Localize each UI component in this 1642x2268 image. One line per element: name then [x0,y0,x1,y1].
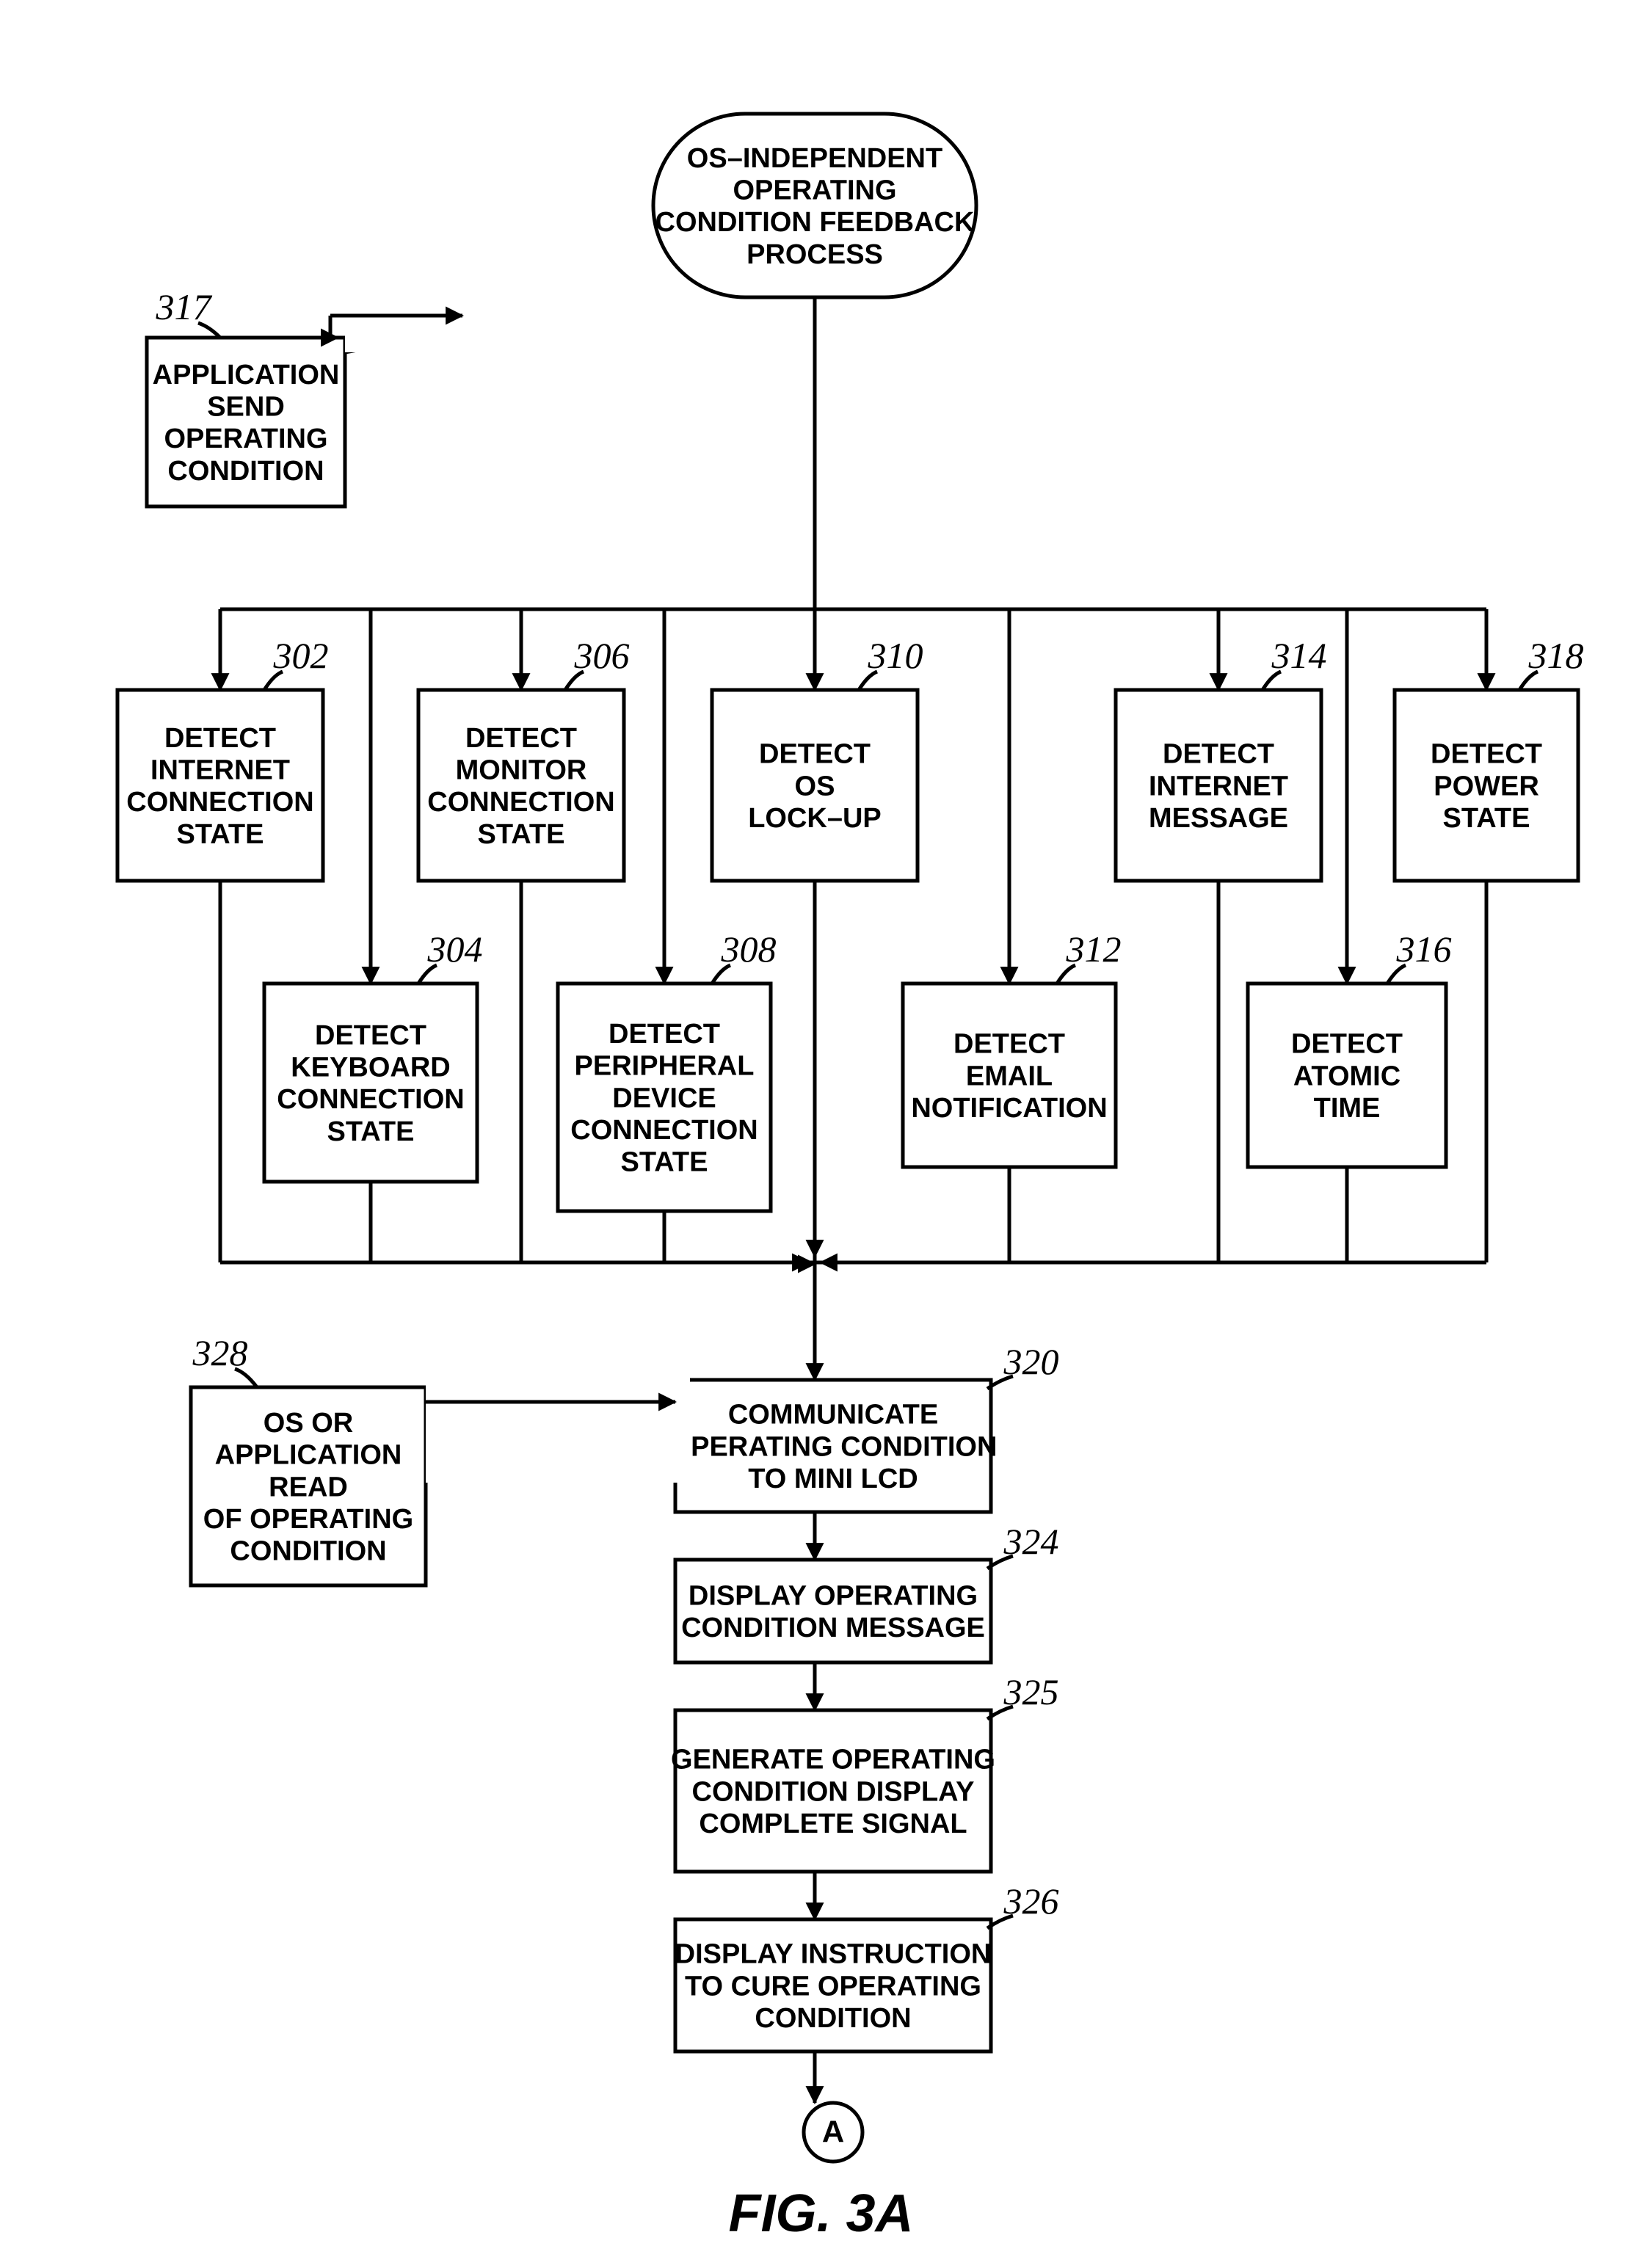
svg-text:DETECT: DETECT [1163,739,1274,770]
svg-text:OPERATING CONDITION: OPERATING CONDITION [669,1431,998,1462]
svg-text:CONDITION: CONDITION [755,2003,911,2034]
svg-text:STATE: STATE [177,819,264,850]
svg-text:306: 306 [574,635,630,676]
svg-text:310: 310 [868,635,923,676]
svg-text:CONDITION: CONDITION [230,1536,386,1567]
svg-text:TO MINI LCD: TO MINI LCD [748,1464,918,1494]
svg-text:KEYBOARD: KEYBOARD [291,1052,450,1083]
svg-text:TIME: TIME [1314,1093,1381,1124]
svg-text:DETECT: DETECT [609,1019,720,1050]
svg-text:OPERATING: OPERATING [733,175,896,206]
svg-text:DETECT: DETECT [315,1020,426,1051]
svg-text:302: 302 [273,635,329,676]
svg-text:STATE: STATE [1443,803,1530,834]
svg-text:CONNECTION: CONNECTION [126,787,313,818]
svg-text:APPLICATION: APPLICATION [153,360,340,390]
svg-text:ATOMIC: ATOMIC [1293,1061,1401,1091]
svg-text:314: 314 [1271,635,1327,676]
svg-text:A: A [822,2114,844,2148]
svg-text:SEND: SEND [207,391,285,422]
svg-text:POWER: POWER [1434,771,1539,802]
svg-text:316: 316 [1396,928,1452,970]
svg-text:PROCESS: PROCESS [746,239,883,270]
svg-text:NOTIFICATION: NOTIFICATION [911,1093,1107,1124]
svg-text:MESSAGE: MESSAGE [1149,803,1288,834]
svg-text:STATE: STATE [478,819,565,850]
svg-text:CONDITION: CONDITION [167,456,324,487]
svg-text:EMAIL: EMAIL [966,1061,1053,1091]
svg-text:DETECT: DETECT [1291,1029,1403,1060]
svg-text:DETECT: DETECT [953,1029,1065,1060]
svg-text:DISPLAY OPERATING: DISPLAY OPERATING [689,1580,978,1611]
svg-text:DETECT: DETECT [465,723,577,754]
svg-text:308: 308 [721,928,777,970]
svg-text:DEVICE: DEVICE [612,1083,716,1113]
svg-text:CONNECTION: CONNECTION [427,787,614,818]
svg-text:CONDITION DISPLAY: CONDITION DISPLAY [692,1776,975,1807]
svg-text:COMPLETE SIGNAL: COMPLETE SIGNAL [699,1809,967,1839]
svg-text:CONNECTION: CONNECTION [277,1084,464,1115]
svg-text:PERIPHERAL: PERIPHERAL [575,1051,755,1082]
svg-text:DISPLAY INSTRUCTION: DISPLAY INSTRUCTION [675,1939,992,1970]
svg-text:STATE: STATE [621,1147,708,1178]
svg-text:COMMUNICATE: COMMUNICATE [728,1400,938,1431]
svg-text:312: 312 [1066,928,1122,970]
svg-text:READ: READ [269,1472,348,1502]
svg-text:MONITOR: MONITOR [456,755,587,785]
svg-text:OS–INDEPENDENT: OS–INDEPENDENT [687,143,942,174]
svg-text:GENERATE OPERATING: GENERATE OPERATING [671,1745,995,1775]
svg-text:OS OR: OS OR [264,1408,353,1439]
svg-text:318: 318 [1528,635,1584,676]
svg-text:OPERATING: OPERATING [164,424,327,454]
svg-text:FIG. 3A: FIG. 3A [728,2184,913,2243]
svg-text:OF OPERATING: OF OPERATING [203,1504,413,1535]
svg-text:317: 317 [156,286,213,327]
svg-text:INTERNET: INTERNET [1149,771,1288,802]
svg-text:LOCK–UP: LOCK–UP [748,803,882,834]
svg-text:DETECT: DETECT [164,723,276,754]
svg-text:STATE: STATE [327,1116,415,1147]
svg-text:INTERNET: INTERNET [150,755,290,785]
svg-text:TO CURE OPERATING: TO CURE OPERATING [685,1971,981,2002]
svg-text:DETECT: DETECT [759,739,871,770]
svg-text:OS: OS [795,771,835,802]
svg-text:328: 328 [192,1332,248,1373]
svg-text:CONDITION MESSAGE: CONDITION MESSAGE [681,1613,985,1643]
svg-text:APPLICATION: APPLICATION [215,1440,402,1471]
svg-text:DETECT: DETECT [1431,739,1542,770]
svg-text:304: 304 [427,928,483,970]
svg-text:CONNECTION: CONNECTION [570,1115,758,1146]
svg-text:CONDITION FEEDBACK: CONDITION FEEDBACK [655,207,975,238]
